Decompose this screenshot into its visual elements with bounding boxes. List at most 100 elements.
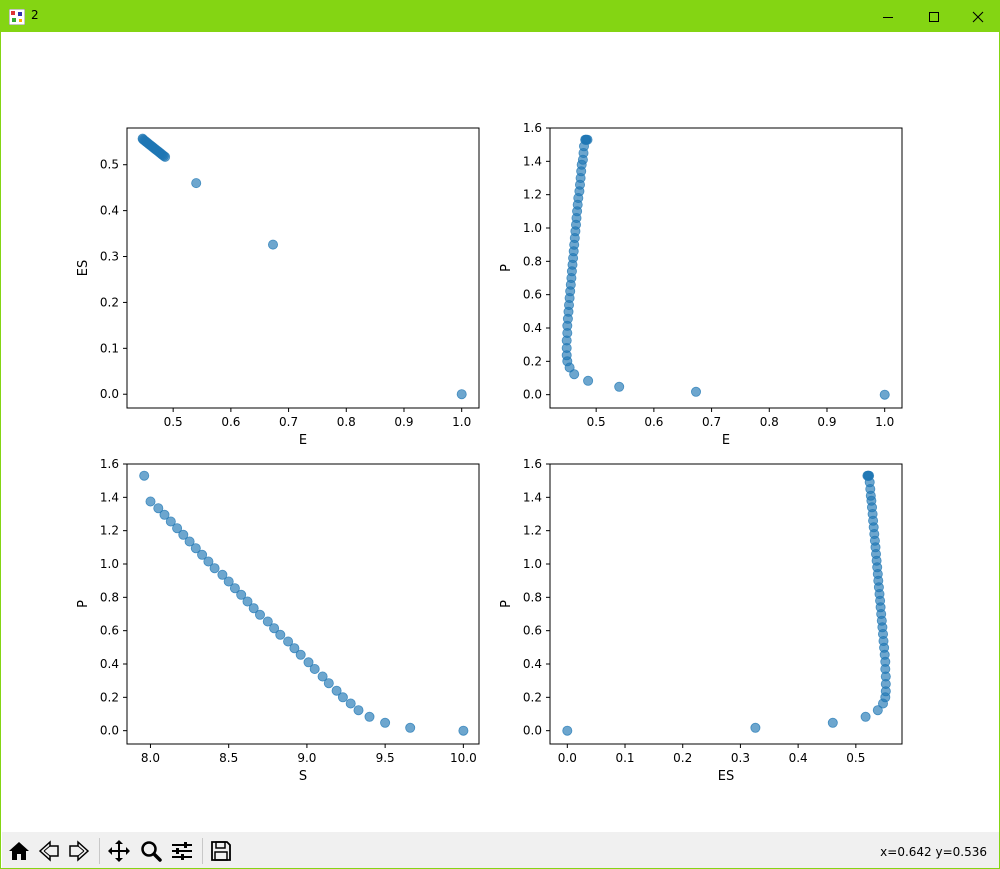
- data-point: [248, 603, 259, 614]
- axes-frame: [126, 463, 480, 745]
- data-point: [380, 717, 391, 728]
- data-point: [145, 496, 156, 507]
- data-point: [317, 671, 328, 682]
- close-button[interactable]: [955, 1, 999, 32]
- data-point: [283, 636, 294, 647]
- x-axis-label: E: [722, 433, 730, 448]
- x-tick-label: 0.5: [846, 751, 865, 765]
- x-tick-label: 0.9: [817, 415, 836, 429]
- home-button[interactable]: [5, 837, 33, 865]
- y-tick-label: 1.2: [100, 524, 119, 538]
- y-tick-label: 1.6: [523, 457, 542, 471]
- toolbar-separator: [202, 838, 203, 864]
- x-axis-label: E: [299, 433, 307, 448]
- data-point: [309, 664, 320, 675]
- data-point: [337, 692, 348, 703]
- data-point: [456, 389, 467, 400]
- x-tick-label: 0.3: [731, 751, 750, 765]
- x-tick-label: 0.7: [279, 415, 298, 429]
- y-tick-label: 1.0: [523, 221, 542, 235]
- maximize-button[interactable]: [911, 1, 957, 32]
- y-tick-label: 0.6: [523, 624, 542, 638]
- data-point: [458, 725, 469, 736]
- axes-frame: [549, 463, 903, 745]
- y-tick-label: 0.3: [100, 250, 119, 264]
- y-tick-label: 0.2: [100, 295, 119, 309]
- configure-subplots-icon: [172, 842, 192, 860]
- subplot-2: 0.5 0.6 0.7 0.8 0.9 1.0 0.0 0.2 0.4 0.6 0.8 1.0 1.2 1…: [499, 121, 903, 448]
- y-axis-label: P: [499, 600, 514, 608]
- axes-frame: [126, 127, 480, 409]
- back-icon: [38, 840, 59, 862]
- app-icon: [9, 9, 25, 25]
- x-tick-label: 0.6: [221, 415, 240, 429]
- data-point: [562, 725, 573, 736]
- y-tick-label: 1.0: [100, 557, 119, 571]
- y-tick-label: 0.5: [100, 158, 119, 172]
- data-point: [879, 389, 890, 400]
- forward-icon: [69, 840, 90, 862]
- y-axis-label: ES: [76, 260, 91, 276]
- data-point: [217, 569, 228, 580]
- save-button[interactable]: [207, 837, 235, 865]
- window-title: 2: [31, 8, 39, 22]
- y-tick-label: 0.2: [523, 354, 542, 368]
- data-point: [275, 629, 286, 640]
- data-point: [223, 576, 234, 587]
- minimize-icon: [883, 16, 893, 18]
- x-tick-label: 1.0: [875, 415, 894, 429]
- figure-canvas[interactable]: 0.5 0.6 0.7 0.8 0.9 1.0 0.0 0.1 0.2 0.3 0.4 0.5 E ES 0…: [2, 32, 999, 832]
- data-point: [137, 133, 148, 144]
- maximize-icon: [929, 11, 939, 22]
- data-point: [860, 711, 871, 722]
- data-point: [190, 543, 201, 554]
- figure-svg: 0.5 0.6 0.7 0.8 0.9 1.00.00.10.20.30.40.5EES0…: [76, 121, 903, 784]
- toolbar-separator: [99, 838, 100, 864]
- data-point: [254, 609, 265, 620]
- cursor-coordinates: x=0.642 y=0.536: [880, 845, 987, 859]
- y-tick-label: 1.2: [523, 188, 542, 202]
- y-tick-label: 0.0: [523, 388, 542, 402]
- zoom-icon: [141, 841, 162, 862]
- home-icon: [9, 842, 29, 860]
- x-tick-label: 8.0: [141, 751, 160, 765]
- data-point: [172, 523, 183, 534]
- data-point: [242, 596, 253, 607]
- data-point: [197, 549, 208, 560]
- x-tick-label: 0.1: [615, 751, 634, 765]
- data-point: [364, 711, 375, 722]
- minimize-button[interactable]: [865, 1, 911, 32]
- y-tick-label: 1.2: [523, 524, 542, 538]
- data-point: [229, 583, 240, 594]
- pan-icon: [108, 840, 130, 862]
- data-point: [191, 178, 202, 189]
- y-tick-label: 0.2: [100, 690, 119, 704]
- x-tick-label: 1.0: [452, 415, 471, 429]
- data-point: [178, 529, 189, 540]
- x-axis-label: S: [299, 769, 307, 784]
- forward-button[interactable]: [65, 837, 93, 865]
- data-point: [139, 470, 150, 481]
- x-tick-label: 0.9: [394, 415, 413, 429]
- data-point: [323, 678, 334, 689]
- data-point: [872, 705, 883, 716]
- x-tick-label: 0.5: [587, 415, 606, 429]
- title-bar[interactable]: 2: [1, 1, 999, 32]
- data-point: [827, 717, 838, 728]
- back-button[interactable]: [35, 837, 63, 865]
- data-point: [691, 386, 702, 397]
- y-tick-label: 0.4: [523, 657, 542, 671]
- zoom-button[interactable]: [137, 837, 165, 865]
- data-point: [862, 470, 873, 481]
- configure-subplots-button[interactable]: [168, 837, 196, 865]
- data-point: [583, 375, 594, 386]
- y-tick-label: 1.6: [523, 121, 542, 135]
- y-tick-label: 0.4: [100, 657, 119, 671]
- x-tick-label: 0.2: [673, 751, 692, 765]
- data-point: [289, 643, 300, 654]
- navigation-toolbar: x=0.642 y=0.536: [2, 832, 999, 868]
- pan-button[interactable]: [105, 837, 133, 865]
- y-tick-label: 0.0: [100, 724, 119, 738]
- data-point: [159, 509, 170, 520]
- y-tick-label: 0.8: [523, 590, 542, 604]
